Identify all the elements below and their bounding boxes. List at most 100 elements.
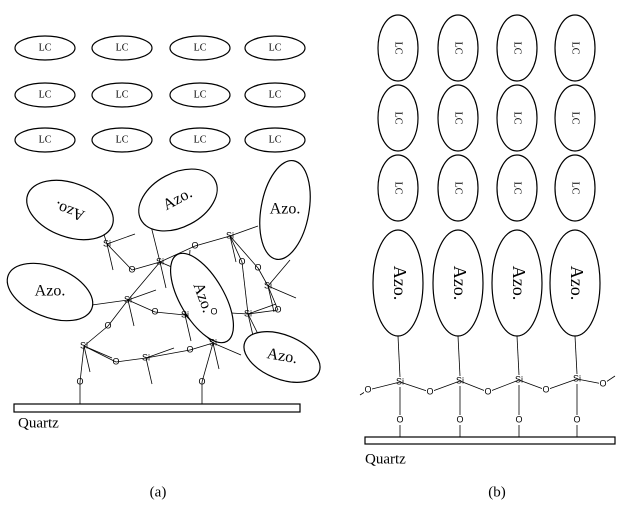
lc-label: LC [269, 134, 282, 145]
o-bg [396, 415, 404, 425]
lc-label: LC [39, 134, 52, 145]
lc-molecule [437, 154, 479, 222]
bond [107, 299, 129, 327]
bond [115, 357, 147, 363]
o-label: O [364, 384, 371, 394]
azo-label: Azo. [450, 266, 470, 301]
bond [106, 243, 114, 271]
lc-molecule [14, 82, 76, 108]
o-label: O [128, 264, 135, 274]
azo-molecule [6, 262, 94, 322]
lc-label: LC [39, 42, 52, 53]
bond [212, 342, 242, 356]
o-label: O [198, 376, 205, 386]
bond [487, 379, 520, 393]
azo-molecule [138, 168, 218, 232]
si-label: Si [515, 374, 523, 384]
o-label: O [426, 386, 433, 396]
caption: (b) [488, 484, 506, 500]
si-label: Si [456, 375, 464, 385]
o-label: O [191, 240, 198, 250]
bond [367, 381, 401, 391]
o-label: O [515, 414, 522, 424]
lc-label: LC [512, 182, 523, 195]
bond [127, 299, 156, 313]
o-label: O [254, 262, 261, 272]
quartz-substrate [364, 436, 616, 445]
bond [212, 342, 220, 370]
si-label: Si [244, 308, 252, 318]
bond [127, 261, 161, 301]
bond [229, 235, 243, 263]
caption: (a) [150, 484, 167, 500]
lc-molecule [244, 35, 306, 61]
lc-molecule [244, 82, 306, 108]
bond [457, 335, 461, 377]
bond [516, 335, 520, 376]
lc-label: LC [39, 89, 52, 100]
si-label: Si [209, 337, 217, 347]
bond [106, 243, 133, 271]
lc-molecule [14, 35, 76, 61]
azo-molecule [243, 331, 321, 383]
si-label: Si [103, 238, 111, 248]
o-label: O [573, 414, 580, 424]
azo-molecule [372, 229, 424, 337]
si-label: Si [156, 256, 164, 266]
bond [83, 345, 113, 359]
lc-molecule [169, 35, 231, 61]
o-bg [484, 387, 492, 397]
o-label: O [484, 386, 491, 396]
si-label: Si [142, 352, 150, 362]
bond [459, 380, 489, 393]
lc-molecule [91, 35, 153, 61]
lc-label: LC [453, 112, 464, 125]
bond [201, 342, 214, 383]
azo-molecule [259, 159, 311, 261]
bond [131, 261, 161, 271]
bond [241, 261, 249, 315]
lc-molecule [91, 127, 153, 153]
bond [127, 289, 157, 301]
bond [545, 378, 578, 391]
bond [184, 314, 192, 342]
o-label: O [210, 306, 217, 316]
lc-molecule [169, 82, 231, 108]
si-label: Si [226, 230, 234, 240]
lc-label: LC [194, 42, 207, 53]
o-bg [599, 379, 607, 389]
azo-label: Azo. [266, 345, 299, 367]
o-bg [364, 385, 372, 395]
lc-molecule [14, 127, 76, 153]
si-label: Si [396, 376, 404, 386]
o-bg [456, 415, 464, 425]
bond [127, 299, 135, 327]
bond [229, 235, 237, 263]
bond [267, 285, 275, 313]
lc-label: LC [393, 42, 404, 55]
bond [106, 233, 136, 245]
azo-label: Azo. [390, 266, 410, 301]
o-label: O [274, 304, 281, 314]
bond [154, 311, 186, 316]
lc-label: LC [453, 42, 464, 55]
bond [159, 261, 167, 289]
azo-molecule [432, 229, 484, 337]
lc-molecule [554, 154, 596, 222]
o-label: O [151, 306, 158, 316]
azo-molecule [169, 252, 235, 344]
bond [229, 235, 259, 269]
o-bg [542, 385, 550, 395]
o-label: O [456, 414, 463, 424]
bond [229, 225, 259, 237]
lc-label: LC [269, 89, 282, 100]
bond [145, 349, 191, 359]
bond [189, 342, 214, 351]
bond [83, 325, 109, 347]
azo-label: Azo. [270, 201, 301, 218]
azo-label: Azo. [35, 283, 66, 300]
si-label: Si [264, 280, 272, 290]
azo-label: Azo. [509, 266, 529, 301]
bond [83, 345, 91, 373]
lc-label: LC [393, 112, 404, 125]
